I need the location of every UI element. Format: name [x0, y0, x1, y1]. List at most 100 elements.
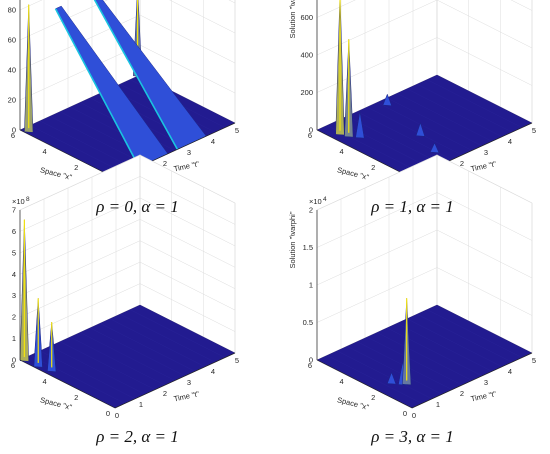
z-tick-label: 4 — [12, 270, 16, 279]
x-tick-label: 0 — [403, 409, 407, 418]
t-tick-label: 4 — [211, 367, 215, 376]
z-exponent-base: ×10 — [12, 197, 25, 206]
z-tick-label: 6 — [12, 227, 16, 236]
t-tick-label: 4 — [508, 137, 512, 146]
z-tick-label: 3 — [12, 291, 16, 300]
x-tick-label: 2 — [74, 163, 78, 172]
mesh-line — [346, 116, 443, 165]
mesh-line — [129, 309, 226, 358]
ridge-crest — [93, 0, 179, 150]
caption-panel-1: ρ = 0, α = 1 — [96, 197, 179, 216]
mesh-line — [29, 125, 126, 174]
x-tick-label: 4 — [42, 147, 46, 156]
mesh-line — [39, 350, 136, 400]
mesh-line — [29, 355, 126, 404]
t-axis-line — [114, 352, 236, 409]
x-axis-line — [316, 359, 413, 409]
surface-plot-1: 0123450246020406080100Time "t"Space "x"S… — [8, 0, 239, 190]
mesh-line — [119, 313, 216, 363]
x-tick-label: 4 — [339, 377, 343, 386]
t-tick-label: 4 — [211, 137, 215, 146]
z-tick-label: 1.5 — [303, 243, 313, 252]
x-axis-label: Space "x" — [39, 395, 73, 412]
t-tick-label: 1 — [436, 400, 440, 409]
t-axis-label: Time "t" — [173, 159, 201, 173]
t-tick-label: 1 — [139, 400, 143, 409]
surface — [19, 0, 236, 179]
t-tick-label: 5 — [235, 126, 239, 135]
t-axis-label: Time "t" — [470, 389, 498, 403]
mesh-line — [396, 93, 493, 142]
mesh-line — [416, 313, 513, 363]
mesh-line — [426, 309, 523, 358]
caption-panel-2: ρ = 1, α = 1 — [371, 197, 454, 216]
mesh-line — [386, 327, 483, 377]
mesh-line — [376, 332, 473, 381]
mesh-line — [406, 88, 503, 137]
mesh-line — [79, 332, 176, 381]
surface-spike — [429, 142, 440, 153]
surface — [316, 298, 533, 409]
mesh-line — [49, 116, 146, 165]
t-tick-label: 5 — [235, 356, 239, 365]
surface-spike — [415, 122, 426, 137]
x-tick-label: 6 — [308, 131, 312, 140]
t-tick-label: 3 — [187, 148, 191, 157]
z-axis-label: Solution "\varphi" — [288, 211, 297, 268]
x-tick-label: 2 — [74, 393, 78, 402]
surface — [19, 219, 236, 409]
x-tick-label: 4 — [339, 147, 343, 156]
mesh-line — [416, 83, 513, 133]
t-tick-label: 0 — [412, 411, 416, 420]
t-tick-label: 3 — [187, 378, 191, 387]
mesh-line — [376, 102, 473, 151]
mesh-line — [49, 346, 146, 395]
x-axis-label: Space "x" — [39, 165, 73, 182]
z-tick-label: 2 — [309, 206, 313, 215]
z-tick-label: 200 — [300, 88, 313, 97]
z-tick-label: 7 — [12, 206, 16, 215]
x-tick-label: 2 — [371, 393, 375, 402]
mesh-line — [346, 346, 443, 395]
z-tick-label: 1 — [309, 281, 313, 290]
t-tick-label: 0 — [115, 411, 119, 420]
mesh-line — [366, 106, 463, 156]
mesh-line — [99, 323, 196, 372]
x-tick-label: 4 — [42, 377, 46, 386]
surface-spike — [386, 371, 397, 385]
z-tick-label: 0 — [12, 126, 16, 135]
t-tick-label: 3 — [484, 378, 488, 387]
t-axis-label: Time "t" — [173, 389, 201, 403]
caption-panel-3: ρ = 2, α = 1 — [96, 427, 179, 446]
caption-panel-4: ρ = 3, α = 1 — [371, 427, 454, 446]
mesh-line — [366, 336, 463, 386]
z-tick-label: 400 — [300, 51, 313, 60]
z-tick-label: 1 — [12, 334, 16, 343]
z-tick-label: 2 — [12, 313, 16, 322]
x-axis-label: Space "x" — [336, 395, 370, 412]
mesh-line — [69, 336, 166, 386]
mesh-line — [396, 323, 493, 372]
t-axis-line — [411, 352, 533, 409]
z-exponent: 4 — [323, 196, 327, 203]
z-tick-label: 60 — [8, 36, 16, 45]
z-tick-label: 5 — [12, 248, 16, 257]
z-axis-label: Solution "\varphi" — [288, 0, 297, 39]
x-tick-label: 6 — [11, 361, 15, 370]
x-axis-line — [19, 129, 116, 179]
surface-spike — [382, 93, 392, 106]
z-tick-label: 80 — [8, 6, 16, 15]
x-tick-label: 0 — [106, 409, 110, 418]
t-tick-label: 2 — [460, 389, 464, 398]
surface-spike — [355, 111, 365, 139]
t-tick-label: 2 — [163, 159, 167, 168]
z-tick-label: 0 — [309, 126, 313, 135]
z-exponent-base: ×10 — [309, 197, 322, 206]
mesh-line — [59, 341, 156, 390]
mesh-line — [89, 327, 186, 377]
z-exponent: 8 — [26, 196, 30, 203]
z-tick-label: 20 — [8, 96, 16, 105]
